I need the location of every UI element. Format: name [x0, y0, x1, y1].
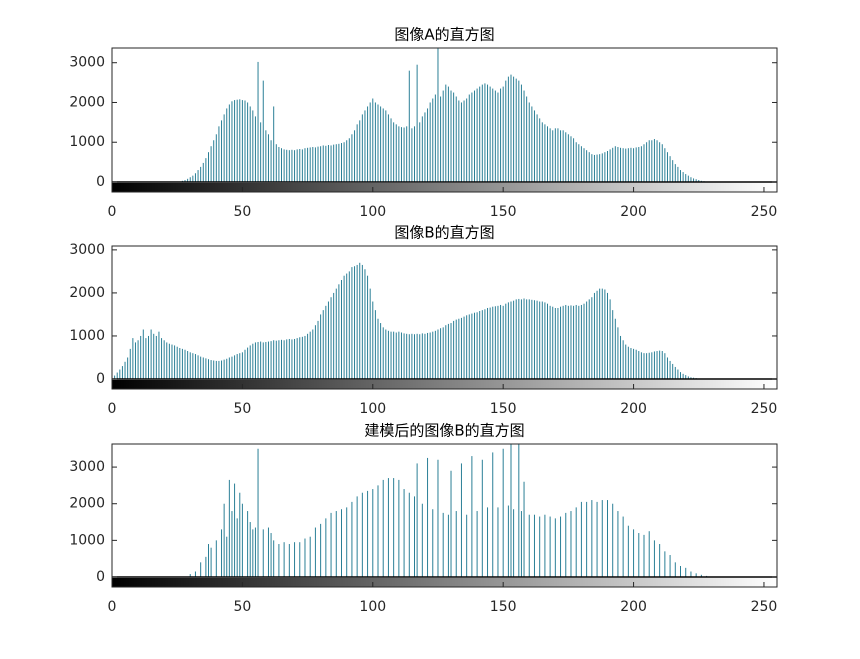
x-tick-label: 50 — [233, 599, 251, 615]
x-tick-label: 0 — [108, 204, 117, 220]
y-tick-label: 2000 — [69, 285, 105, 301]
y-tick-label: 0 — [96, 174, 105, 190]
y-tick-label: 1000 — [69, 134, 105, 150]
gray-bar — [112, 183, 777, 192]
y-tick-label: 3000 — [69, 459, 105, 475]
x-tick-label: 100 — [359, 401, 386, 417]
x-tick-label: 250 — [751, 401, 778, 417]
plot-area — [179, 48, 708, 182]
x-tick-label: 200 — [620, 401, 647, 417]
gray-bar — [112, 578, 777, 587]
x-tick-label: 50 — [233, 401, 251, 417]
x-tick-label: 50 — [233, 204, 251, 220]
y-tick-label: 2000 — [69, 496, 105, 512]
x-tick-label: 150 — [490, 599, 517, 615]
y-tick-label: 1000 — [69, 532, 105, 548]
x-tick-label: 200 — [620, 204, 647, 220]
chart-title: 图像B的直方图 — [394, 224, 494, 242]
y-tick-label: 0 — [96, 569, 105, 585]
gray-bar — [112, 380, 777, 389]
x-tick-label: 200 — [620, 599, 647, 615]
x-tick-label: 100 — [359, 599, 386, 615]
x-tick-label: 0 — [108, 599, 117, 615]
x-tick-label: 250 — [751, 599, 778, 615]
chart-title: 图像A的直方图 — [394, 26, 494, 44]
x-tick-label: 150 — [490, 204, 517, 220]
axes-box — [111, 245, 778, 390]
plot-area — [112, 262, 700, 379]
axes-box — [111, 47, 778, 193]
y-tick-label: 3000 — [69, 55, 105, 71]
plot-area — [189, 444, 713, 577]
x-tick-label: 150 — [490, 401, 517, 417]
y-tick-label: 0 — [96, 371, 105, 387]
x-tick-label: 0 — [108, 401, 117, 417]
y-tick-label: 2000 — [69, 94, 105, 110]
x-tick-label: 100 — [359, 204, 386, 220]
chart-title: 建模后的图像B的直方图 — [364, 422, 524, 440]
y-tick-label: 3000 — [69, 242, 105, 258]
y-tick-label: 1000 — [69, 328, 105, 344]
axes-box — [111, 443, 778, 588]
x-tick-label: 250 — [751, 204, 778, 220]
